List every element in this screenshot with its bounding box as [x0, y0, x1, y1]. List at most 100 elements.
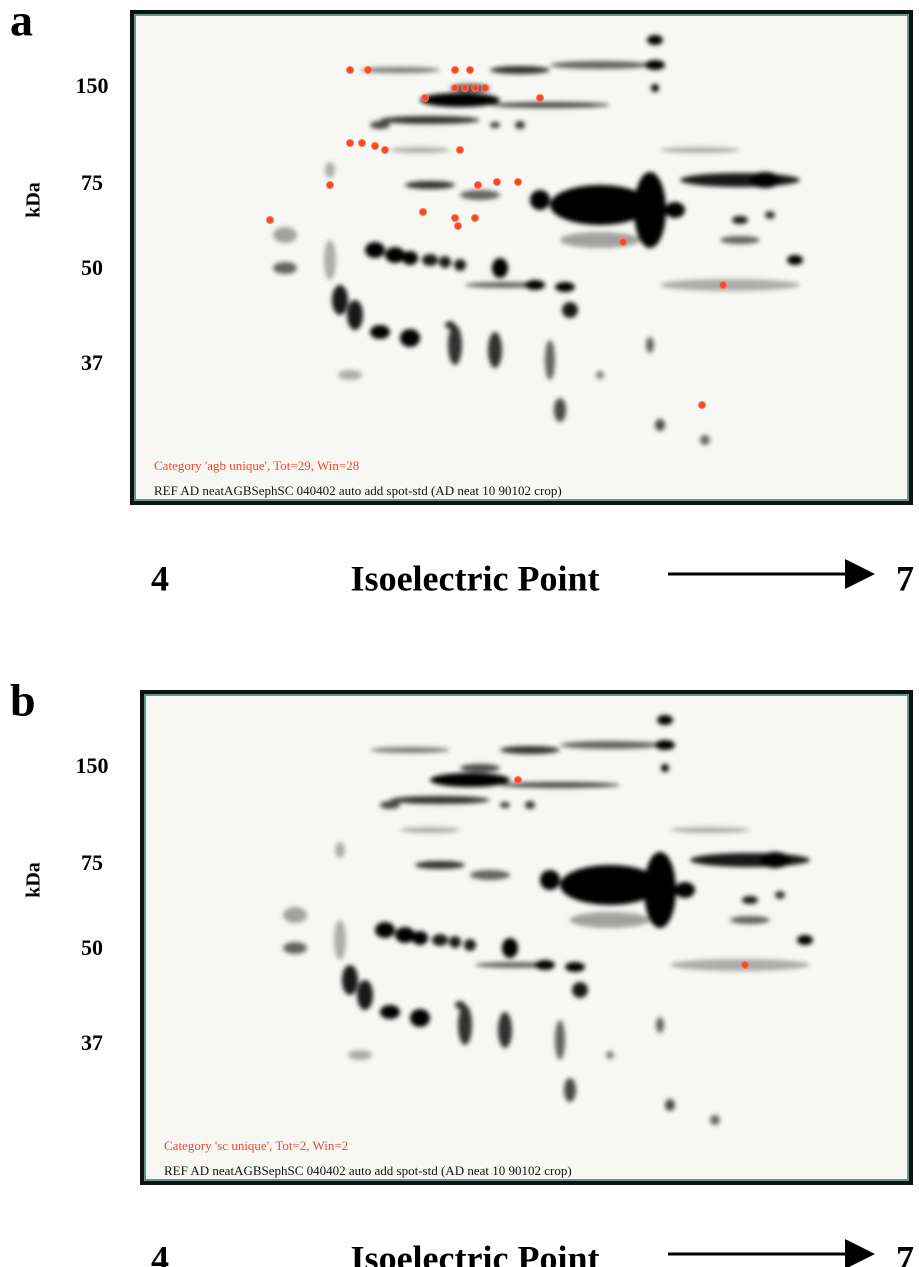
gel-spot — [550, 185, 650, 225]
marked-spot — [451, 84, 459, 92]
gel-spot — [732, 216, 748, 224]
y-tick-label: 50 — [81, 935, 103, 960]
marked-spot — [471, 84, 479, 92]
gel-spot — [656, 1017, 664, 1033]
gel-spot — [670, 827, 750, 833]
marked-spot — [481, 84, 489, 92]
gel-spot — [655, 419, 665, 431]
gel-spot — [560, 232, 640, 248]
gel-spot — [665, 1099, 675, 1111]
y-tick-label: 37 — [81, 350, 103, 375]
x-end-label: 7 — [896, 558, 914, 598]
gel-spot — [460, 190, 500, 200]
gel-spot — [500, 802, 510, 808]
marked-spot — [698, 401, 706, 409]
gel-spot — [395, 927, 415, 943]
marked-spot — [454, 222, 462, 230]
gel-spot — [450, 84, 490, 92]
gel-spot — [400, 827, 460, 833]
gel-spot — [572, 982, 588, 998]
gel-spot — [273, 227, 297, 243]
gel-spot — [700, 435, 710, 445]
gel-spot — [535, 960, 555, 970]
marked-spot — [451, 214, 459, 222]
gel-spot — [675, 882, 695, 898]
gel-inner-border — [134, 14, 909, 501]
gel-spot — [325, 162, 335, 178]
gel-spot — [525, 801, 535, 809]
gel-spot — [644, 852, 676, 928]
gel-spot — [555, 1020, 565, 1060]
gel-frame — [130, 10, 913, 505]
gel-spots — [273, 35, 803, 445]
gel-spot — [555, 282, 575, 292]
gel-spot — [334, 920, 346, 960]
gel-spot — [410, 1009, 430, 1027]
x-axis-title: Isoelectric Point — [351, 1238, 600, 1267]
gel-spot — [370, 325, 390, 339]
gel-spot — [370, 121, 390, 129]
gel-spot — [775, 891, 785, 899]
gel-spot — [460, 764, 500, 772]
gel-spot — [645, 60, 665, 70]
marked-spot — [536, 94, 544, 102]
gel-spot — [445, 321, 455, 329]
gel-spot — [490, 102, 610, 108]
gel-spot — [273, 262, 297, 274]
gel-spot — [530, 190, 550, 210]
gel-spot — [430, 773, 510, 787]
gel-spot — [655, 740, 675, 750]
marked-spot — [471, 214, 479, 222]
gel-spot — [760, 852, 790, 868]
panel: b 150 75 50 37 kDa Category 'sc unique', Tot=2… — [10, 675, 914, 1267]
gel-spot — [332, 285, 348, 315]
marked-spot — [719, 281, 727, 289]
gel-spot — [564, 1078, 576, 1102]
y-tick-label: 150 — [76, 73, 109, 98]
marked-spot — [451, 66, 459, 74]
x-start-label: 4 — [151, 558, 169, 598]
marked-spot — [371, 142, 379, 150]
gel-spot — [730, 916, 770, 924]
gel-spot — [402, 251, 418, 265]
gel-spot — [455, 1001, 465, 1009]
gel-spot — [348, 1050, 372, 1060]
gel-spot — [405, 181, 455, 189]
gel-spot — [500, 746, 560, 754]
marked-spot — [358, 139, 366, 147]
gel-spot — [657, 715, 673, 725]
gel-spot — [390, 147, 450, 153]
gel-spot — [540, 870, 560, 890]
marked-spot — [619, 238, 627, 246]
gel-spot — [502, 938, 518, 958]
gel-spot — [283, 942, 307, 954]
y-tick-label: 75 — [81, 170, 103, 195]
gel-spot — [646, 337, 654, 353]
gel-spot — [787, 255, 803, 265]
marked-spot — [419, 208, 427, 216]
gel-spot — [432, 934, 448, 946]
gel-spot — [690, 853, 810, 867]
gel-frame — [140, 690, 913, 1185]
gel-spot — [400, 329, 420, 347]
gel-spot — [439, 256, 451, 268]
gel-spot — [475, 962, 555, 968]
gel-spot — [420, 93, 500, 107]
gel-spot — [570, 912, 650, 928]
marked-spot — [461, 84, 469, 92]
gel-spot — [710, 1115, 720, 1125]
gel-spot — [490, 66, 550, 74]
marked-spot — [456, 146, 464, 154]
marked-spot — [741, 961, 749, 969]
gel-spot — [550, 61, 650, 69]
gel-spot — [492, 258, 508, 278]
category-note: Category 'agb unique', Tot=29, Win=28 — [154, 458, 359, 473]
gel-spot — [360, 67, 440, 73]
gel-spot — [661, 764, 669, 772]
gel-spot — [448, 325, 462, 365]
gel-spot — [660, 147, 740, 153]
gel-spot — [412, 931, 428, 945]
marked-spot — [346, 66, 354, 74]
gel-spot — [380, 1005, 400, 1019]
x-start-label: 4 — [151, 1238, 169, 1267]
